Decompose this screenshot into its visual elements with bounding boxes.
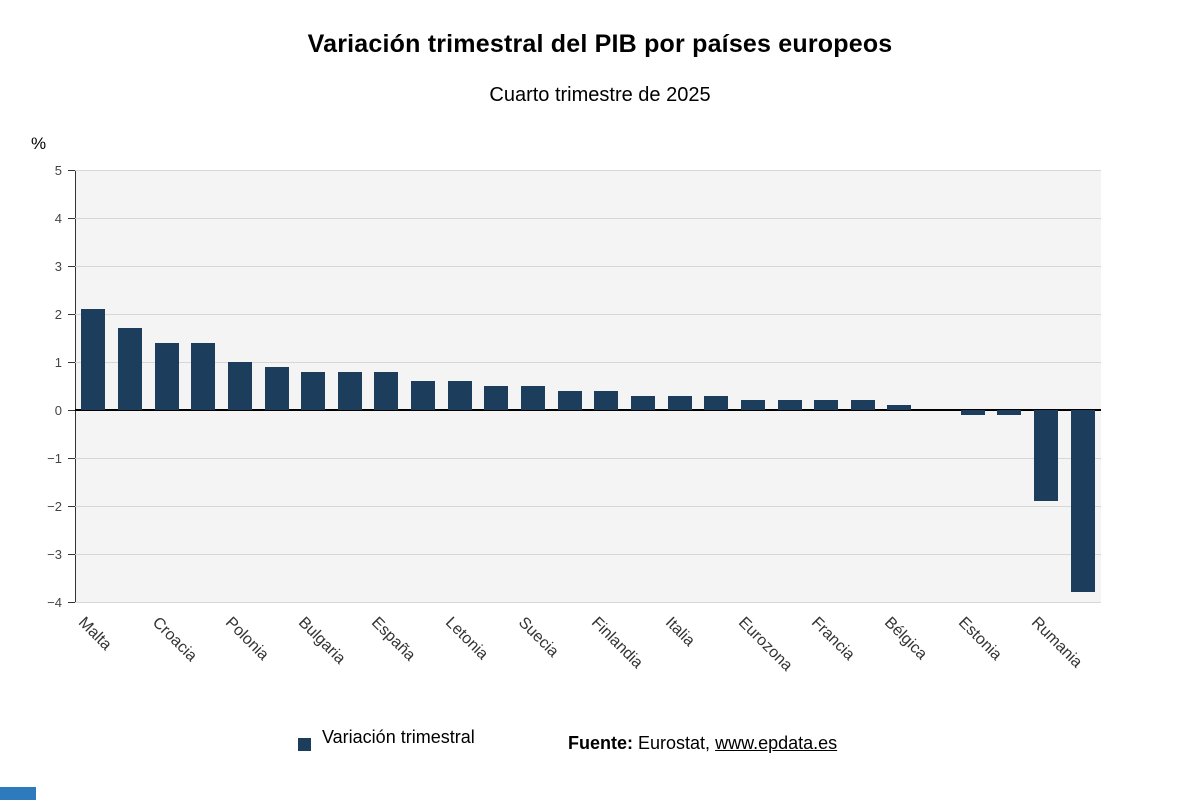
gridline [75, 602, 1101, 603]
x-axis-label: Rumania [1028, 614, 1086, 672]
bar-unlabeled-9[interactable] [411, 381, 436, 410]
y-tick-label: −3 [47, 547, 62, 562]
y-tick-mark [68, 362, 75, 363]
zero-line [75, 409, 1101, 411]
bar-Letonia[interactable] [447, 381, 472, 410]
x-axis-label: Letonia [441, 614, 491, 664]
x-axis-label: Polonia [221, 614, 272, 664]
x-axis-label: Croacia [148, 614, 200, 666]
bar-unlabeled-19[interactable] [777, 400, 802, 410]
source-text: Eurostat, [638, 733, 711, 753]
y-axis-line [75, 170, 76, 602]
y-tick-label: 3 [54, 259, 62, 274]
y-tick-label: −2 [47, 499, 62, 514]
bar-unlabeled-7[interactable] [337, 371, 362, 410]
bar-unlabeled-15[interactable] [630, 395, 655, 410]
source-label: Fuente: [568, 733, 633, 753]
gridline [75, 266, 1101, 267]
y-tick-mark [68, 314, 75, 315]
y-tick-label: 5 [54, 163, 62, 178]
x-axis-label: Bélgica [881, 614, 931, 664]
y-tick-label: −4 [47, 595, 62, 610]
bar-Francia[interactable] [814, 400, 839, 410]
y-tick-mark [68, 218, 75, 219]
bar-Malta[interactable] [81, 309, 106, 410]
plot-area [68, 170, 1101, 603]
gridline [75, 506, 1101, 507]
chart-title: Variación trimestral del PIB por países … [307, 30, 893, 58]
bar-Finlandia[interactable] [594, 390, 619, 410]
bar-unlabeled-21[interactable] [850, 400, 875, 410]
legend-item[interactable]: Variación trimestral [298, 724, 475, 751]
y-tick-label: 0 [54, 403, 62, 418]
bar-España[interactable] [374, 371, 399, 410]
bar-Bulgaria[interactable] [301, 371, 326, 410]
gridline [75, 458, 1101, 459]
x-axis-label: Francia [808, 614, 858, 664]
bar-Eurozona[interactable] [740, 400, 765, 410]
bar-unlabeled-11[interactable] [484, 386, 509, 410]
y-tick-label: −1 [47, 451, 62, 466]
bar-Suecia[interactable] [521, 386, 546, 410]
bar-Rumania[interactable] [1034, 410, 1059, 502]
chart-subtitle: Cuarto trimestre de 2025 [489, 84, 711, 106]
bar-unlabeled-3[interactable] [191, 342, 216, 410]
bar-unlabeled-1[interactable] [117, 328, 142, 410]
y-axis-tick-labels: 5 4 3 2 1 0 −1 −2 −3 −4 [0, 163, 66, 610]
source-line: Fuente: Eurostat, www.epdata.es [568, 733, 837, 754]
x-axis-label: Bulgaria [295, 614, 349, 668]
y-tick-mark [68, 410, 75, 411]
x-axis-label: Italia [661, 614, 698, 650]
y-tick-label: 2 [54, 307, 62, 322]
bar-Croacia[interactable] [154, 342, 179, 410]
legend-label: Variación trimestral [322, 727, 475, 747]
source-link[interactable]: www.epdata.es [715, 733, 838, 753]
bar-unlabeled-27[interactable] [1070, 410, 1095, 593]
y-tick-label: 4 [54, 211, 62, 226]
epdata-logo [0, 787, 36, 800]
gridline [75, 554, 1101, 555]
y-tick-mark [68, 506, 75, 507]
x-axis-label: Finlandia [588, 614, 647, 672]
x-axis-label: Estonia [954, 614, 1005, 664]
bar-unlabeled-13[interactable] [557, 390, 582, 410]
x-axis-labels: Malta Croacia Polonia Bulgaria España Letonia… [75, 606, 1101, 716]
x-axis-label: Malta [75, 614, 115, 654]
y-tick-mark [68, 170, 75, 171]
y-tick-mark [68, 266, 75, 267]
y-axis-unit-label: % [31, 134, 47, 153]
gridline [75, 218, 1101, 219]
x-axis-label: Eurozona [734, 614, 796, 675]
y-tick-label: 1 [54, 355, 62, 370]
gridline [75, 362, 1101, 363]
y-tick-mark [68, 458, 75, 459]
x-axis-label: Suecia [515, 614, 562, 661]
gridline [75, 314, 1101, 315]
bar-Polonia[interactable] [227, 362, 252, 410]
legend-marker-icon [298, 738, 311, 751]
bar-Italia[interactable] [667, 395, 692, 410]
y-tick-mark [68, 554, 75, 555]
bar-unlabeled-5[interactable] [264, 366, 289, 410]
bar-Bélgica[interactable] [887, 405, 912, 410]
gridline [75, 170, 1101, 171]
bar-unlabeled-17[interactable] [704, 395, 729, 410]
bar-unlabeled-25[interactable] [997, 410, 1022, 415]
bar-Estonia[interactable] [960, 410, 985, 415]
y-tick-mark [68, 602, 75, 603]
x-axis-label: España [368, 614, 419, 665]
